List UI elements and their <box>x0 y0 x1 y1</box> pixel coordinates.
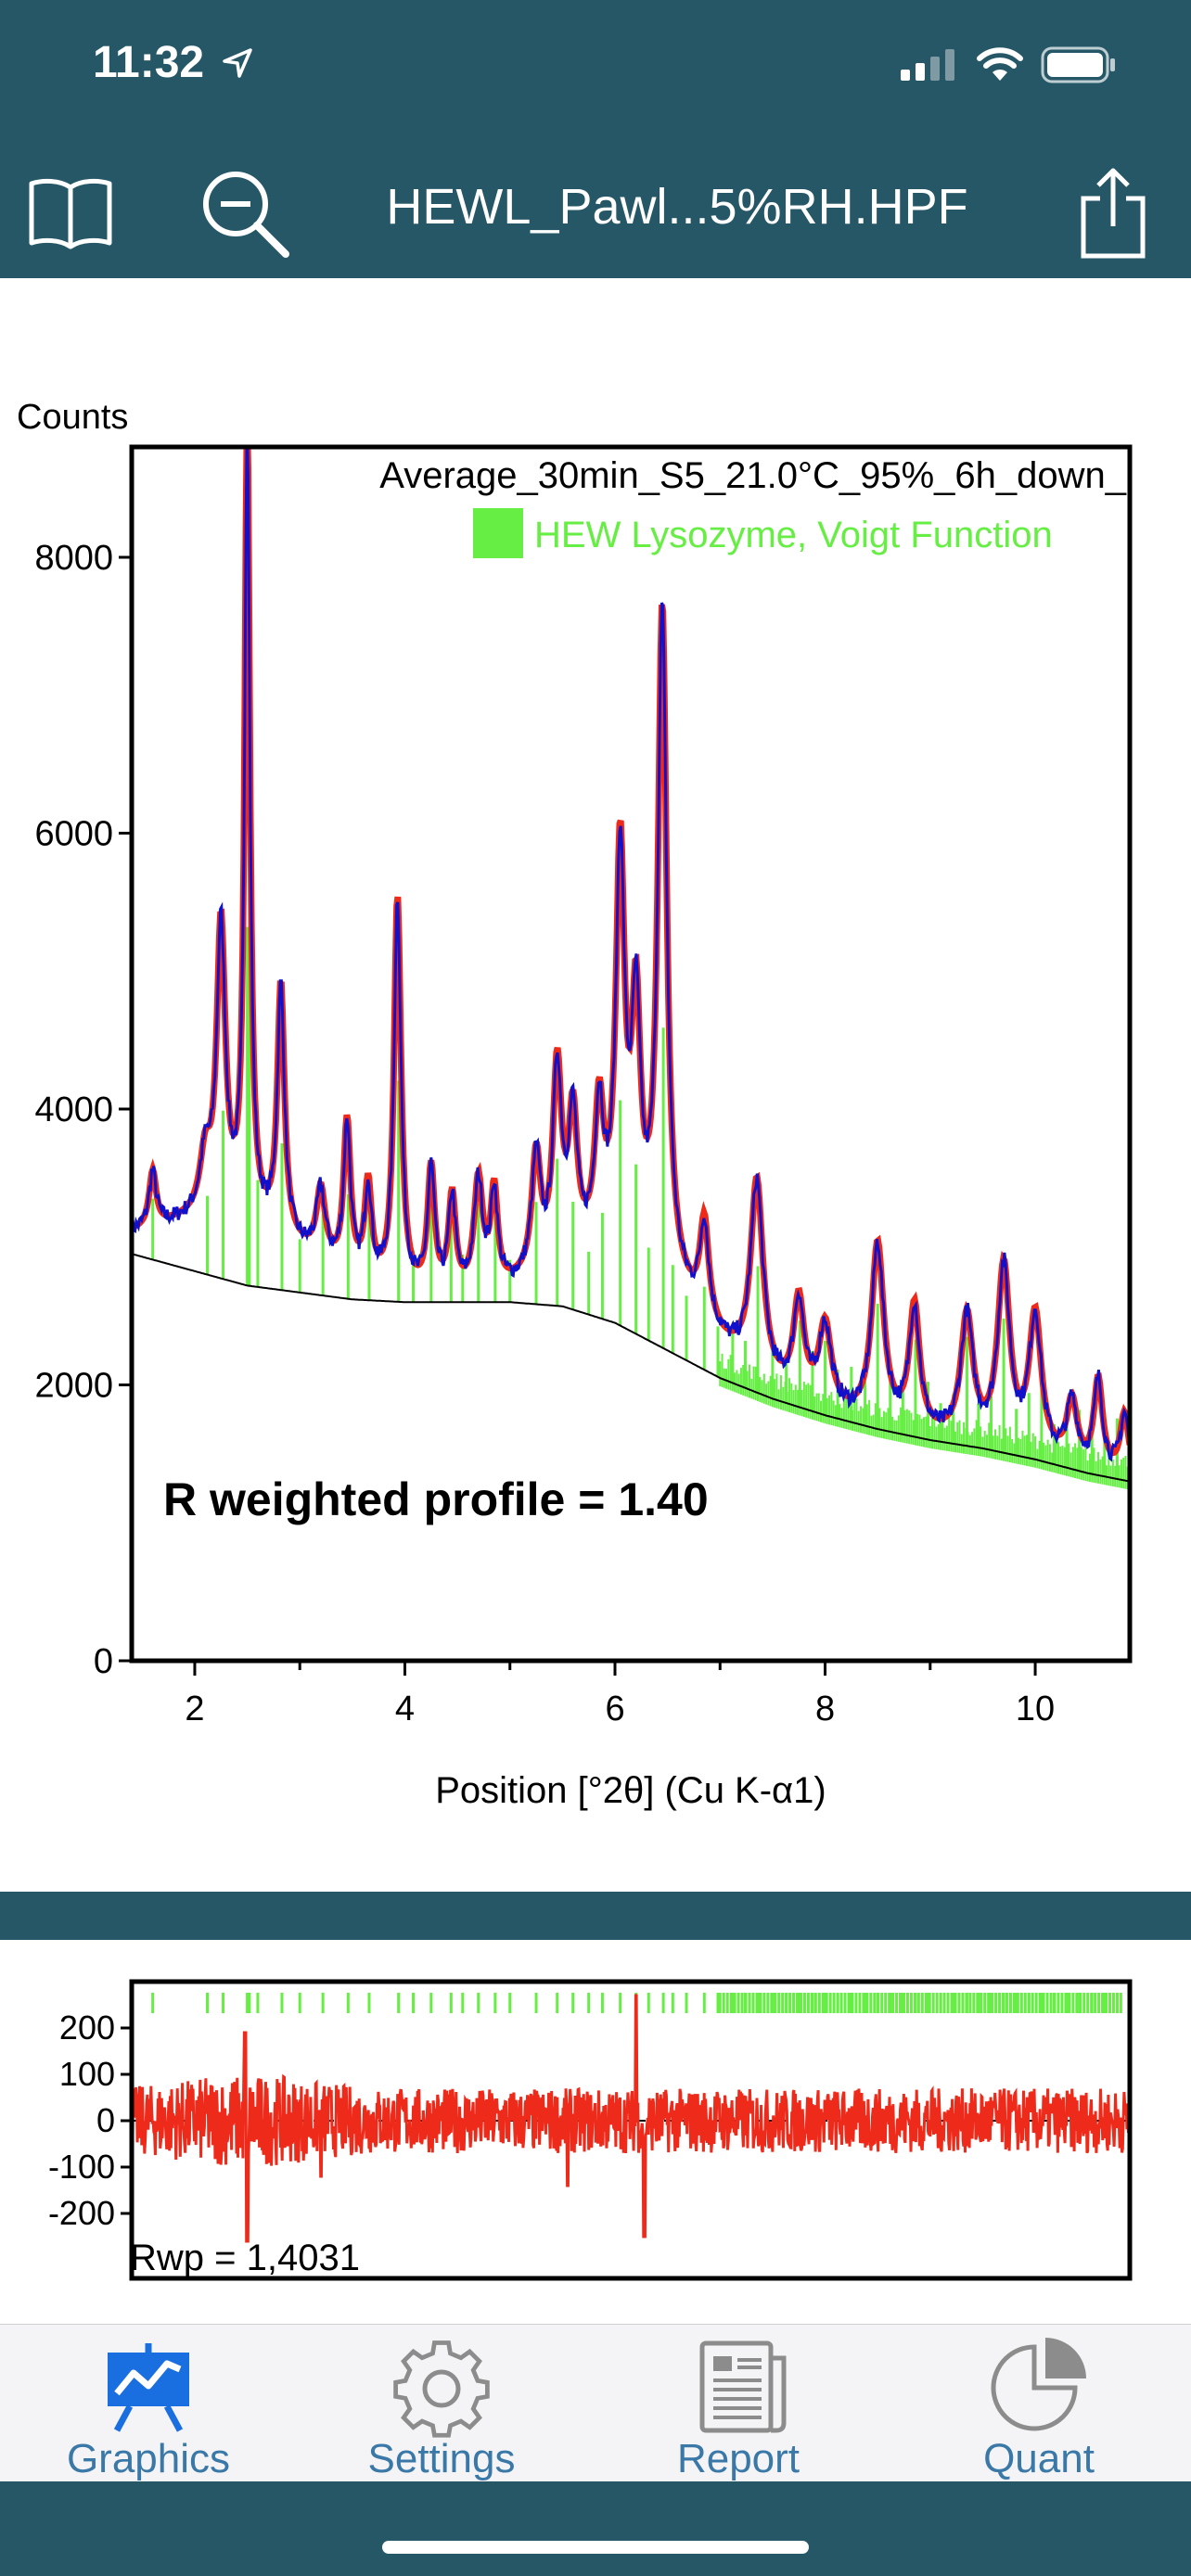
rwp-label: Rwp = 1,4031 <box>130 2238 360 2278</box>
difference-frame <box>129 1979 1133 2281</box>
home-indicator-bar <box>0 2481 1191 2576</box>
chart-title: Average_30min_S5_21.0°C_95%_6h_down_ <box>379 455 1127 496</box>
y-tick-label: 8000 <box>34 539 113 578</box>
tab-quant[interactable]: Quant <box>909 2338 1169 2482</box>
book-button[interactable] <box>24 167 117 260</box>
home-indicator[interactable] <box>382 2541 809 2554</box>
x-tick-label: 8 <box>815 1690 835 1728</box>
tab-label-graphics: Graphics <box>66 2436 231 2481</box>
status-time: 11:32 <box>93 38 205 87</box>
tab-report[interactable]: Report <box>608 2338 868 2482</box>
share-icon <box>1081 168 1146 259</box>
x-tick-label: 6 <box>605 1690 624 1728</box>
legend-swatch <box>473 508 523 558</box>
diff-y-tick-label: 200 <box>59 2009 115 2047</box>
tab-label-quant: Quant <box>983 2436 1095 2481</box>
graphics-icon <box>108 2343 189 2432</box>
diff-y-tick-label: 0 <box>96 2101 115 2139</box>
pie-chart-icon <box>991 2338 1086 2431</box>
location-arrow-icon <box>223 48 252 78</box>
zoom-out-icon <box>203 172 289 258</box>
x-tick-label: 4 <box>395 1690 415 1728</box>
y-tick-label: 6000 <box>34 815 113 854</box>
navigation-bar: HEWL_Pawl...5%RH.HPF <box>0 139 1191 278</box>
gear-icon <box>393 2340 490 2438</box>
x-tick-label: 2 <box>185 1690 204 1728</box>
observed-pattern <box>132 447 1130 1462</box>
difference-chart-area: 200 100 0 -100 -200 Rwp = 1,4031 <box>0 1940 1191 2324</box>
tab-settings[interactable]: Settings <box>312 2338 571 2482</box>
battery-icon <box>1041 46 1115 83</box>
x-tick-label: 10 <box>1016 1690 1055 1728</box>
wifi-icon <box>976 47 1023 81</box>
legend-entry: HEW Lysozyme, Voigt Function <box>534 515 1053 555</box>
status-icons <box>901 46 1117 83</box>
signal-icon <box>901 49 955 81</box>
plot-frame <box>129 444 1133 1664</box>
tab-label-settings: Settings <box>367 2436 516 2481</box>
diff-y-tick-label: -200 <box>48 2194 115 2232</box>
y-axis-label: Counts <box>17 398 128 437</box>
status-bar: 11:32 <box>0 0 1191 139</box>
y-tick-label: 2000 <box>34 1367 113 1406</box>
difference-chart[interactable]: 200 100 0 -100 -200 Rwp = 1,4031 <box>0 1940 1191 2324</box>
tab-bar: Graphics Settings Report <box>0 2324 1191 2482</box>
share-button[interactable] <box>1067 167 1159 260</box>
calculated-pattern <box>132 447 1130 1457</box>
r-weighted-profile-label: R weighted profile = 1.40 <box>163 1473 709 1525</box>
zoom-out-button[interactable] <box>198 167 291 260</box>
book-icon <box>29 178 112 249</box>
pattern-chart[interactable]: Counts 0 2000 4000 6000 8000 2 4 6 8 10 Average_… <box>0 278 1191 1892</box>
y-tick-label: 0 <box>94 1642 113 1681</box>
tab-graphics[interactable]: Graphics <box>19 2338 278 2482</box>
panel-divider[interactable] <box>0 1892 1191 1940</box>
diff-y-tick-label: 100 <box>59 2055 115 2093</box>
difference-curve <box>132 1994 1130 2243</box>
y-tick-label: 4000 <box>34 1090 113 1129</box>
x-axis-label: Position [°2θ] (Cu K-α1) <box>435 1770 826 1811</box>
document-title: HEWL_Pawl...5%RH.HPF <box>386 179 968 235</box>
report-icon <box>699 2340 787 2433</box>
main-chart-area: Counts 0 2000 4000 6000 8000 2 4 6 8 10 Average_… <box>0 278 1191 1892</box>
background-curve <box>132 1253 1130 1483</box>
tab-label-report: Report <box>676 2436 800 2481</box>
diff-y-tick-label: -100 <box>48 2148 115 2186</box>
